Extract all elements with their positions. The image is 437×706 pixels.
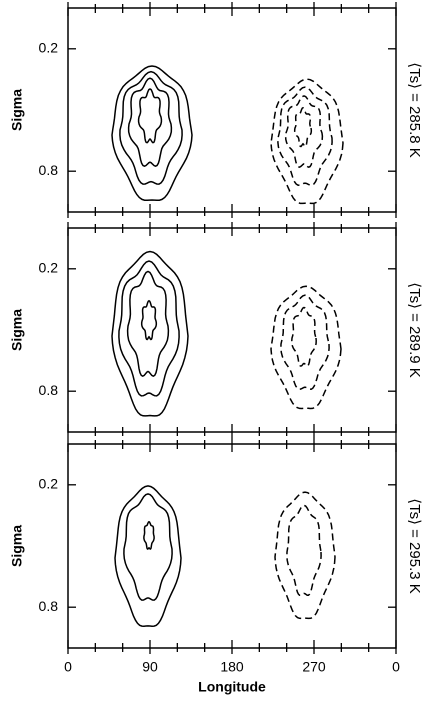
contour-solid (118, 260, 180, 397)
contour-dashed (293, 106, 313, 148)
plot-frame (67, 227, 397, 433)
x-axis-label: Longitude (198, 679, 266, 695)
panel: 0.2 0.8 Sigma ⟨Ts⟩ = 285.8 K (9, 2, 423, 218)
contour-solid (143, 520, 155, 551)
y-tick-label: 0.2 (39, 40, 59, 56)
panel: 0.2 0.8 Sigma ⟨Ts⟩ = 289.9 K (9, 222, 423, 438)
y-tick-label: 0.8 (39, 162, 59, 178)
contour-solid (114, 485, 182, 627)
plot-frame (67, 443, 397, 649)
contour-solid (119, 70, 183, 185)
x-tick-label: 270 (302, 659, 326, 675)
contour-solid (123, 493, 173, 601)
contour-dashed (280, 294, 330, 390)
contour-dashed (270, 78, 344, 205)
contour-solid (111, 65, 193, 202)
contour-dashed (277, 86, 333, 186)
x-tick-label: 0 (64, 659, 72, 675)
y-tick-label: 0.8 (39, 382, 59, 398)
contour-solid (140, 299, 158, 341)
panel-annotation: ⟨Ts⟩ = 289.9 K (406, 282, 423, 378)
contour-dashed (284, 95, 324, 169)
contour-solid (126, 270, 170, 378)
y-axis-label: Sigma (9, 309, 25, 351)
contour-dashed (286, 504, 322, 596)
x-tick-label: 180 (220, 659, 244, 675)
y-axis-label: Sigma (9, 89, 25, 131)
y-tick-label: 0.2 (39, 260, 59, 276)
x-tick-label: 0 (392, 659, 400, 675)
contour-solid (127, 77, 173, 168)
contour-dashed (270, 285, 342, 410)
y-axis-label: Sigma (9, 525, 25, 567)
panel-annotation: ⟨Ts⟩ = 285.8 K (406, 62, 423, 158)
contour-solid (137, 88, 163, 144)
x-tick-label: 90 (142, 659, 158, 675)
plot-frame (67, 7, 397, 213)
contour-dashed (291, 306, 317, 367)
panel: 0 90 180 270 0 0.2 0.8 Sigma ⟨Ts⟩ = 295.3 K Longi… (9, 438, 423, 695)
panel-annotation: ⟨Ts⟩ = 295.3 K (406, 498, 423, 594)
contour-solid (111, 250, 189, 417)
y-tick-label: 0.8 (39, 598, 59, 614)
contour-dashed (274, 491, 336, 620)
y-tick-label: 0.2 (39, 476, 59, 492)
